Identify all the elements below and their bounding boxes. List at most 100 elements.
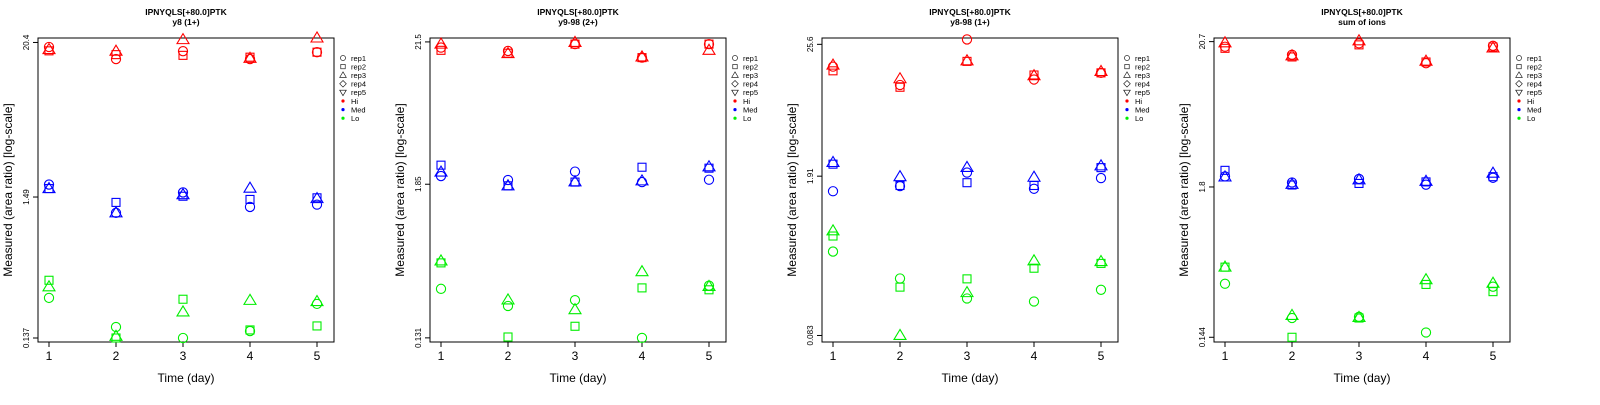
legend-symbol [341,99,345,103]
legend-marker [1123,71,1131,78]
y-axis-label: Measured (area ratio) [log-scale] [393,103,407,276]
legend-marker [340,64,346,70]
data-point [43,179,55,190]
data-point [1096,258,1106,268]
data-point [1419,272,1433,285]
y-tick-label: 1.91 [806,168,815,184]
data-point [702,43,716,55]
data-point [1094,254,1108,267]
data-point [1487,281,1499,292]
legend-marker-shape [1515,89,1523,97]
data-point [1095,67,1107,79]
data-point [568,174,582,187]
legend-symbol [1124,55,1130,61]
data-point [501,178,515,191]
data-point [502,174,514,186]
legend-symbol [1517,99,1521,103]
data-point [176,187,190,200]
data-point [1420,327,1432,338]
chart-subtitle: sum of ions [1338,17,1386,27]
chart-subtitle: y8-98 (1+) [950,17,990,27]
data-point [895,282,905,292]
data-point [1486,166,1500,178]
data-point [1029,70,1039,80]
legend-marker-shape [1124,55,1130,61]
data-point [109,44,123,56]
legend-marker [733,108,737,112]
chart-subtitle: y8 (1+) [172,17,199,27]
data-point [962,178,972,188]
data-point [1219,278,1231,289]
data-point [636,332,648,344]
legend-symbol [340,55,346,61]
x-tick-label: 1 [46,349,53,363]
data-point [245,325,255,335]
data-point [243,293,257,305]
data-point [1028,296,1040,307]
y-tick-label: 0.131 [414,327,423,348]
x-tick-label: 1 [830,349,837,363]
legend-marker-shape [341,108,345,112]
legend-marker-shape [1125,108,1129,112]
data-point [177,332,189,344]
legend-marker-shape [339,89,347,97]
legend-symbol [733,108,737,112]
y-tick-label: 25.6 [806,36,815,52]
legend-marker [732,55,738,61]
legend-symbol [1125,99,1129,103]
data-point [1218,260,1232,272]
legend-symbol [1516,64,1522,70]
legend-label: rep1 [743,54,758,63]
legend-label: Med [1135,105,1150,114]
legend-label: Hi [1135,97,1142,106]
legend-marker [339,71,347,78]
x-tick-label: 5 [314,349,321,363]
plot-frame [821,37,1119,343]
data-point [245,194,255,204]
legend-marker-shape [339,71,347,78]
legend-marker-shape [733,99,737,103]
legend-symbol [339,89,347,97]
legend-marker [340,55,346,61]
data-point [110,207,122,218]
legend-marker [731,71,739,78]
data-point [1027,170,1041,182]
legend-marker [341,108,345,112]
x-tick-label: 4 [1423,349,1430,363]
legend-symbol [733,99,737,103]
y-axis-label: Measured (area ratio) [log-scale] [1177,103,1191,276]
legend-label: rep4 [1135,80,1150,89]
legend-label: rep5 [351,88,366,97]
legend-label: Lo [1135,114,1143,123]
data-point [960,53,974,66]
legend-marker [1125,99,1129,103]
legend-marker [1517,108,1521,112]
data-point [960,160,974,172]
data-point [434,165,448,177]
data-point [702,159,716,172]
data-point [435,283,447,294]
data-point [1421,279,1431,289]
legend-marker-shape [1125,99,1129,103]
data-point [43,41,55,53]
data-point [1029,263,1039,273]
data-point [1095,284,1107,295]
legend-label: rep2 [1135,62,1150,71]
data-point [568,302,582,315]
legend-marker [1517,116,1521,120]
data-point [961,34,973,45]
data-point [826,155,840,168]
data-point [243,51,257,63]
legend-symbol [1515,89,1523,97]
legend-marker-shape [1516,55,1522,61]
legend-marker-shape [1515,80,1523,88]
legend-marker [1124,55,1130,61]
data-point [1419,174,1433,186]
y-tick-label: 0.137 [22,327,31,348]
legend-symbol [1123,71,1131,78]
legend-label: Hi [351,97,358,106]
data-point [44,275,54,285]
